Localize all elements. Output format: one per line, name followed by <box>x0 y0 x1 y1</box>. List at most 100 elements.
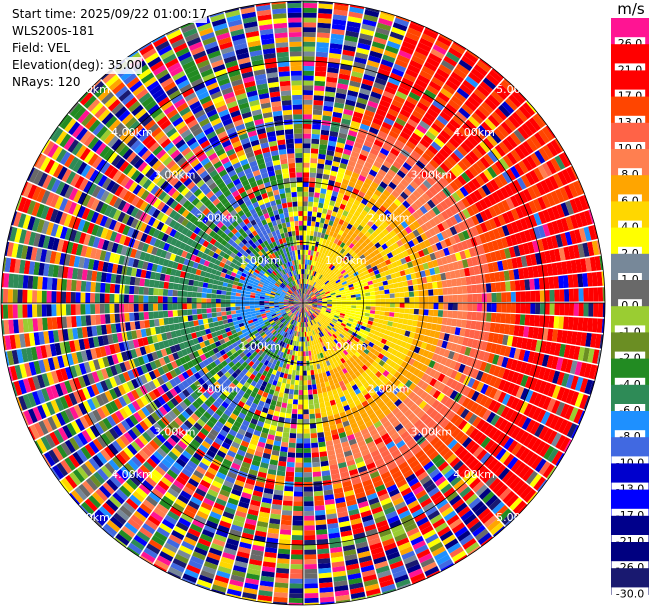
range-gate <box>301 303 303 308</box>
range-gate <box>314 500 325 506</box>
range-gate <box>229 412 238 421</box>
range-gate <box>294 384 299 390</box>
range-gate <box>452 460 464 472</box>
range-gate <box>316 307 322 310</box>
range-gate <box>321 124 331 131</box>
range-gate <box>340 530 353 538</box>
range-gate <box>339 324 345 330</box>
range-gate <box>387 346 394 354</box>
range-gate <box>303 133 311 139</box>
range-gate <box>240 385 248 393</box>
range-gate <box>225 542 238 551</box>
range-gate <box>470 275 477 285</box>
range-gate <box>177 494 190 505</box>
range-gate <box>529 278 535 290</box>
ray <box>303 194 590 303</box>
range-gate <box>542 264 549 277</box>
range-gate <box>398 461 409 471</box>
range-gate <box>303 22 317 28</box>
range-gate <box>197 537 212 547</box>
range-gate <box>312 305 318 307</box>
range-gate <box>514 462 527 476</box>
range-gate <box>393 312 400 318</box>
range-gate <box>423 303 429 309</box>
range-gate <box>295 346 299 352</box>
range-gate <box>74 486 88 501</box>
range-gate <box>353 111 364 119</box>
range-gate <box>553 173 564 188</box>
range-gate <box>322 475 332 481</box>
range-gate <box>393 234 401 242</box>
range-gate <box>251 363 258 370</box>
range-gate <box>308 355 313 361</box>
range-gate <box>360 378 367 385</box>
range-gate <box>245 364 252 371</box>
range-gate <box>366 492 378 501</box>
range-gate <box>387 391 396 400</box>
range-gate <box>437 526 451 538</box>
range-gate <box>307 304 313 306</box>
range-gate <box>329 130 339 138</box>
range-gate <box>514 163 525 177</box>
range-gate <box>403 409 413 418</box>
range-gate <box>414 467 426 477</box>
range-gate <box>282 397 288 404</box>
range-gate <box>391 337 398 344</box>
range-gate <box>316 316 321 321</box>
range-gate <box>584 379 593 395</box>
range-gate <box>429 541 444 553</box>
range-gate <box>362 432 372 440</box>
range-gate <box>433 439 444 450</box>
range-gate <box>349 582 364 590</box>
range-gate <box>499 323 506 334</box>
range-gate <box>494 323 501 334</box>
range-gate <box>279 346 284 352</box>
range-gate <box>366 220 374 228</box>
range-gate <box>434 95 448 107</box>
range-gate <box>346 307 352 311</box>
range-gate <box>334 277 340 282</box>
range-gate <box>515 108 528 123</box>
range-gate <box>231 364 238 372</box>
range-gate <box>316 278 320 284</box>
range-gate <box>292 309 297 314</box>
range-gate <box>322 248 327 255</box>
range-gate <box>303 300 308 303</box>
range-gate <box>501 259 509 271</box>
range-gate <box>328 52 342 59</box>
range-gate <box>285 338 290 344</box>
range-gate <box>382 396 391 405</box>
range-gate <box>350 422 359 430</box>
range-gate <box>244 482 255 490</box>
range-gate <box>233 386 241 394</box>
range-gate <box>303 303 308 305</box>
range-gate <box>304 564 317 570</box>
range-gate <box>318 197 325 204</box>
range-gate <box>467 303 473 311</box>
range-gate <box>518 465 531 479</box>
range-gate <box>364 231 372 238</box>
range-gate <box>313 104 323 111</box>
range-gate <box>358 153 368 162</box>
range-gate <box>299 303 303 307</box>
range-gate <box>264 366 271 372</box>
range-gate <box>565 260 573 274</box>
range-gate <box>227 533 241 542</box>
range-gate <box>513 129 526 143</box>
range-gate <box>506 303 512 313</box>
range-gate <box>359 254 366 261</box>
range-gate <box>122 481 135 494</box>
range-gate <box>313 282 318 288</box>
range-gate <box>402 200 411 209</box>
range-gate <box>295 305 300 310</box>
range-gate <box>451 318 458 327</box>
range-gate <box>304 322 306 328</box>
range-gate <box>345 290 351 294</box>
range-gate <box>366 408 375 416</box>
range-gate <box>312 211 317 217</box>
range-gate <box>303 303 307 307</box>
range-gate <box>395 271 402 278</box>
range-gate <box>485 283 492 293</box>
range-gate <box>265 542 278 549</box>
range-gate <box>217 493 229 502</box>
